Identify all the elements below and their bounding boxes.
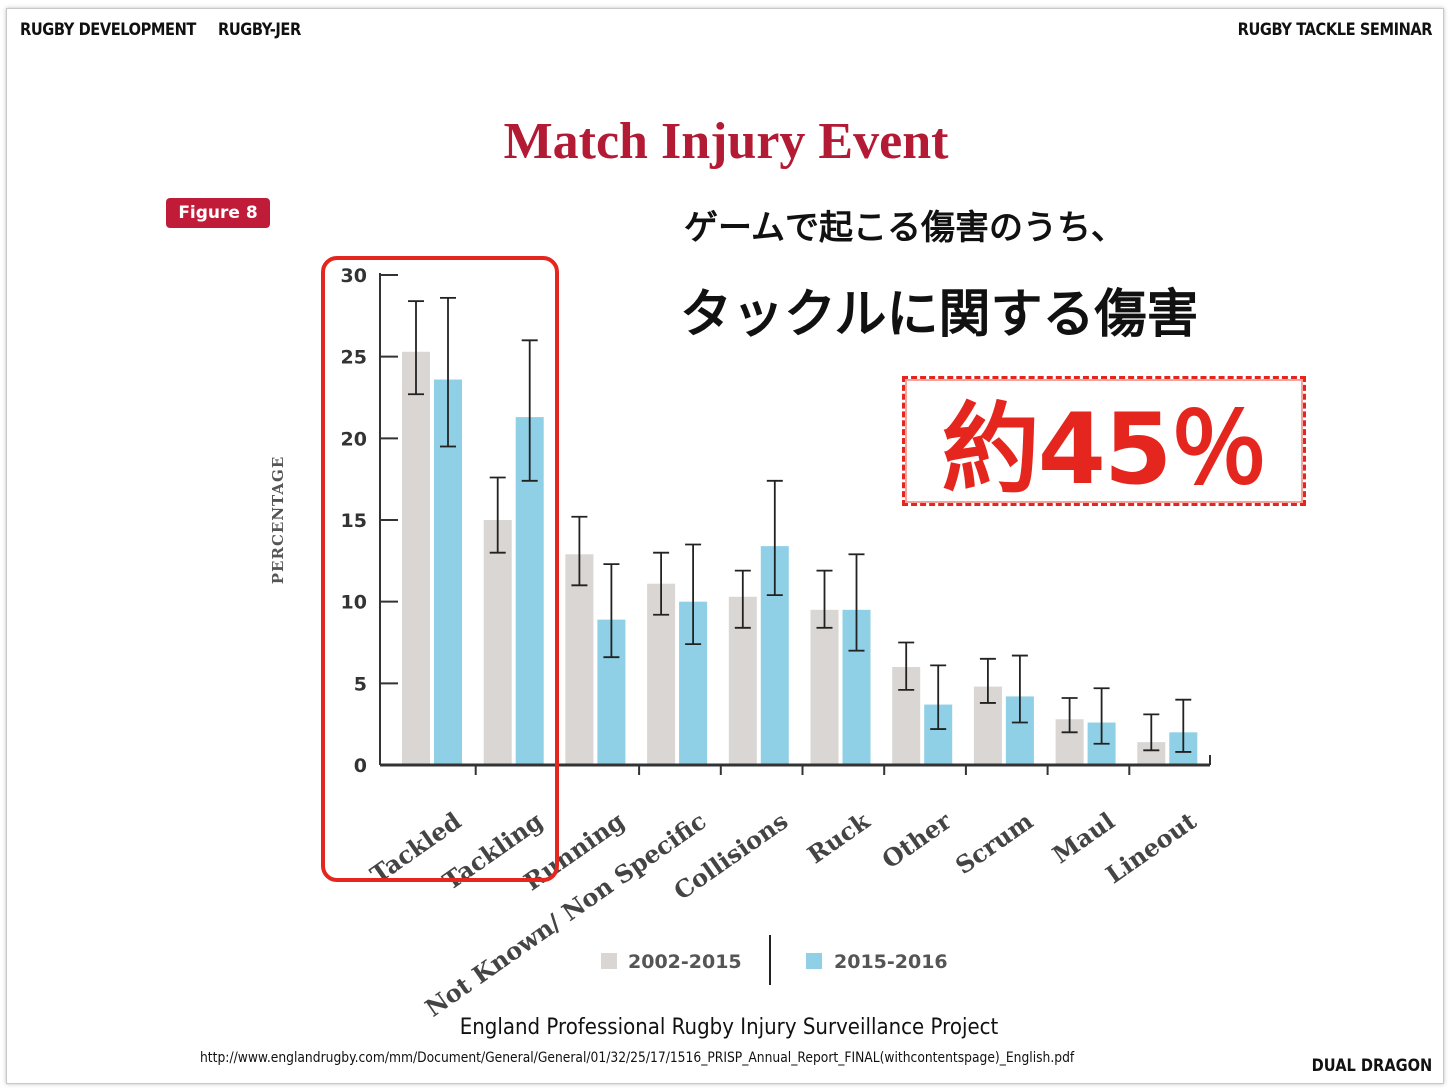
y-tick-label: 30 [341,265,367,287]
bar [483,520,512,765]
x-category-label: Scrum [950,806,1038,880]
y-tick-label: 10 [341,592,367,614]
bar [1137,742,1166,765]
header-left-1: RUGBY DEVELOPMENT [20,20,196,40]
bar [402,351,430,765]
annotation-line-2: タックルに関する傷害 [680,285,1199,345]
source-caption: England Professional Rugby Injury Survei… [459,1015,999,1040]
highlight-box [321,256,559,882]
header-right: RUGBY TACKLE SEMINAR [1237,20,1433,40]
slide-title: Match Injury Event [503,113,949,170]
y-tick-label: 5 [354,673,367,695]
source-url[interactable]: http://www.englandrugby.com/mm/Document/… [200,1050,1075,1066]
x-category-label: Ruck [802,805,876,869]
x-category-label: Other [876,806,956,874]
annotation-value-stamp: 約45％ [902,376,1306,507]
y-tick-label: 25 [341,347,367,369]
y-tick-label: 15 [341,510,367,532]
slide-frame [6,8,1444,1084]
y-tick-label: 0 [354,755,367,777]
legend-swatch-2002-2015 [601,953,617,969]
figure-badge: Figure 8 [166,198,270,228]
legend-label-2002-2015: 2002-2015 [628,951,742,973]
x-category-label: Lineout [1100,806,1201,889]
legend-label-2015-2016: 2015-2016 [834,951,948,973]
footer-brand: DUAL DRAGON [1311,1056,1432,1076]
bar [565,554,594,765]
bar [810,609,839,765]
header-left-2: RUGBY-JER [218,20,301,40]
annotation-line-1: ゲームで起こる傷害のうち、 [684,208,1125,248]
legend-swatch-2015-2016 [806,953,822,969]
y-tick-label: 20 [341,428,367,450]
y-axis-label: PERCENTAGE [269,456,287,584]
